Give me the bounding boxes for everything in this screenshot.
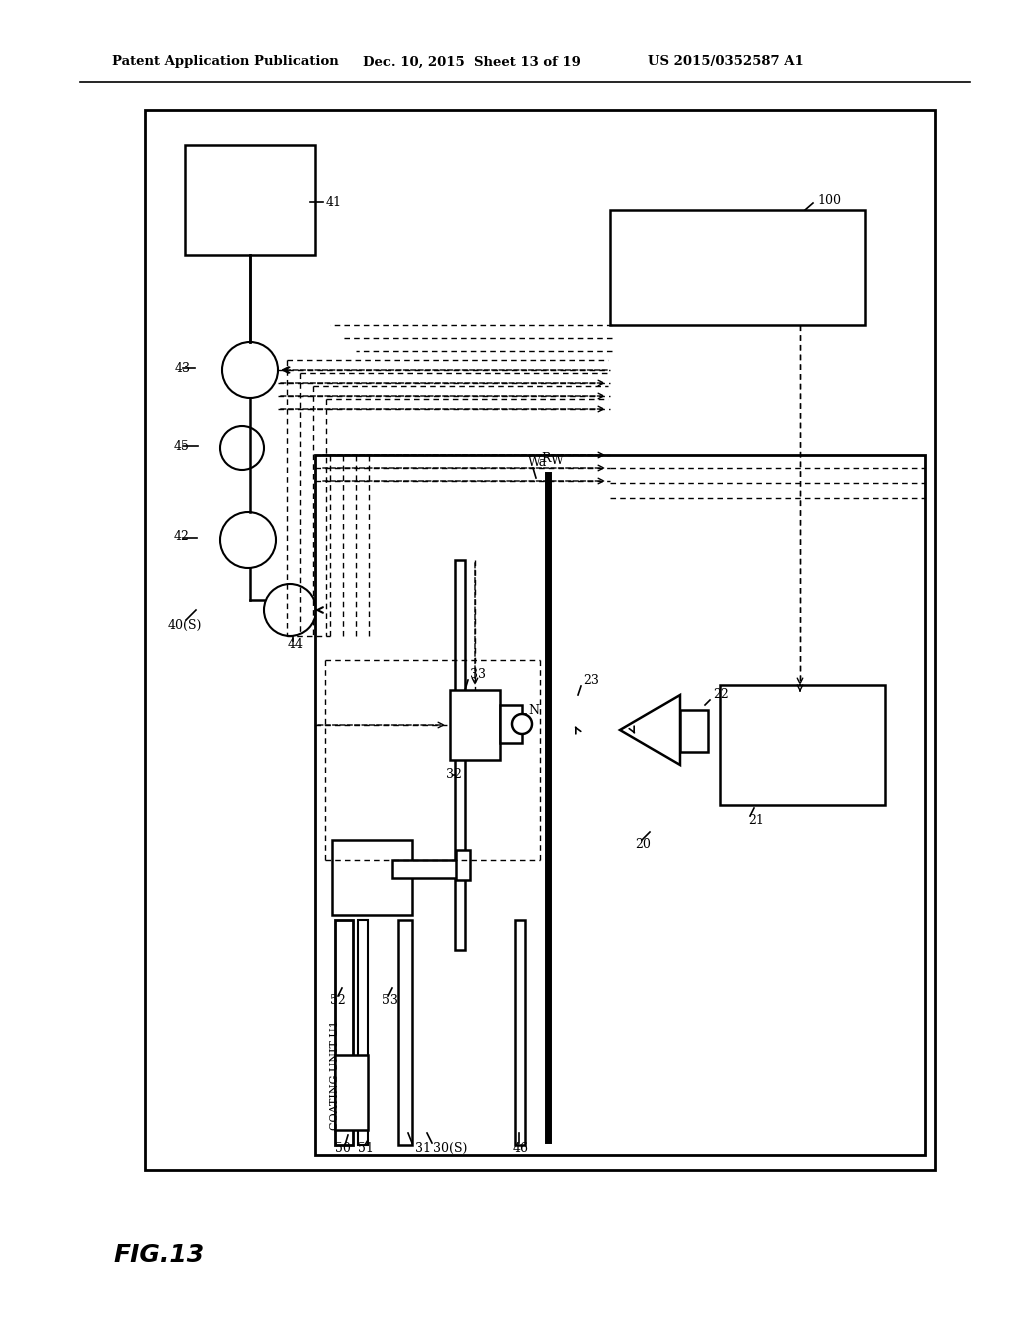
- Text: 44: 44: [288, 639, 304, 652]
- Bar: [455, 560, 465, 950]
- Bar: [335, 1055, 368, 1130]
- Bar: [358, 920, 368, 1144]
- Text: 50: 50: [335, 1142, 351, 1155]
- Text: N: N: [528, 704, 539, 717]
- Circle shape: [512, 714, 532, 734]
- Text: 52: 52: [330, 994, 346, 1006]
- Bar: [315, 455, 925, 1155]
- Bar: [456, 850, 470, 880]
- Bar: [392, 861, 467, 878]
- Bar: [450, 690, 500, 760]
- Text: 45: 45: [174, 440, 189, 453]
- Text: 53: 53: [382, 994, 398, 1006]
- Text: 46: 46: [513, 1142, 529, 1155]
- Text: 23: 23: [583, 673, 599, 686]
- Text: W: W: [551, 454, 564, 466]
- Bar: [332, 840, 412, 915]
- Text: Wa: Wa: [528, 455, 547, 469]
- Text: 20: 20: [635, 838, 651, 851]
- Text: 100: 100: [817, 194, 841, 206]
- Bar: [500, 705, 522, 743]
- Text: 41: 41: [326, 195, 342, 209]
- Circle shape: [220, 426, 264, 470]
- Text: Patent Application Publication: Patent Application Publication: [112, 55, 339, 69]
- Polygon shape: [620, 696, 680, 766]
- Bar: [145, 110, 935, 1170]
- Bar: [398, 920, 412, 1144]
- Text: 22: 22: [713, 689, 729, 701]
- Text: 21: 21: [748, 813, 764, 826]
- Text: Dec. 10, 2015  Sheet 13 of 19: Dec. 10, 2015 Sheet 13 of 19: [362, 55, 581, 69]
- Text: FIG.13: FIG.13: [113, 1243, 204, 1267]
- Circle shape: [264, 583, 316, 636]
- Text: 32: 32: [446, 768, 462, 781]
- Text: COATING UNIT U1: COATING UNIT U1: [330, 1020, 340, 1130]
- Text: 42: 42: [174, 531, 189, 544]
- Circle shape: [222, 342, 278, 399]
- Text: R: R: [541, 451, 551, 465]
- Bar: [720, 685, 885, 805]
- Text: 51: 51: [358, 1142, 374, 1155]
- Text: 31: 31: [415, 1142, 431, 1155]
- Text: 43: 43: [175, 362, 191, 375]
- Circle shape: [220, 512, 276, 568]
- Text: 40(S): 40(S): [168, 619, 203, 631]
- Bar: [680, 710, 708, 752]
- Bar: [335, 920, 353, 1144]
- Text: US 2015/0352587 A1: US 2015/0352587 A1: [648, 55, 804, 69]
- Text: 33: 33: [470, 668, 486, 681]
- Text: 30(S): 30(S): [433, 1142, 467, 1155]
- Bar: [515, 920, 525, 1144]
- Bar: [185, 145, 315, 255]
- Bar: [610, 210, 865, 325]
